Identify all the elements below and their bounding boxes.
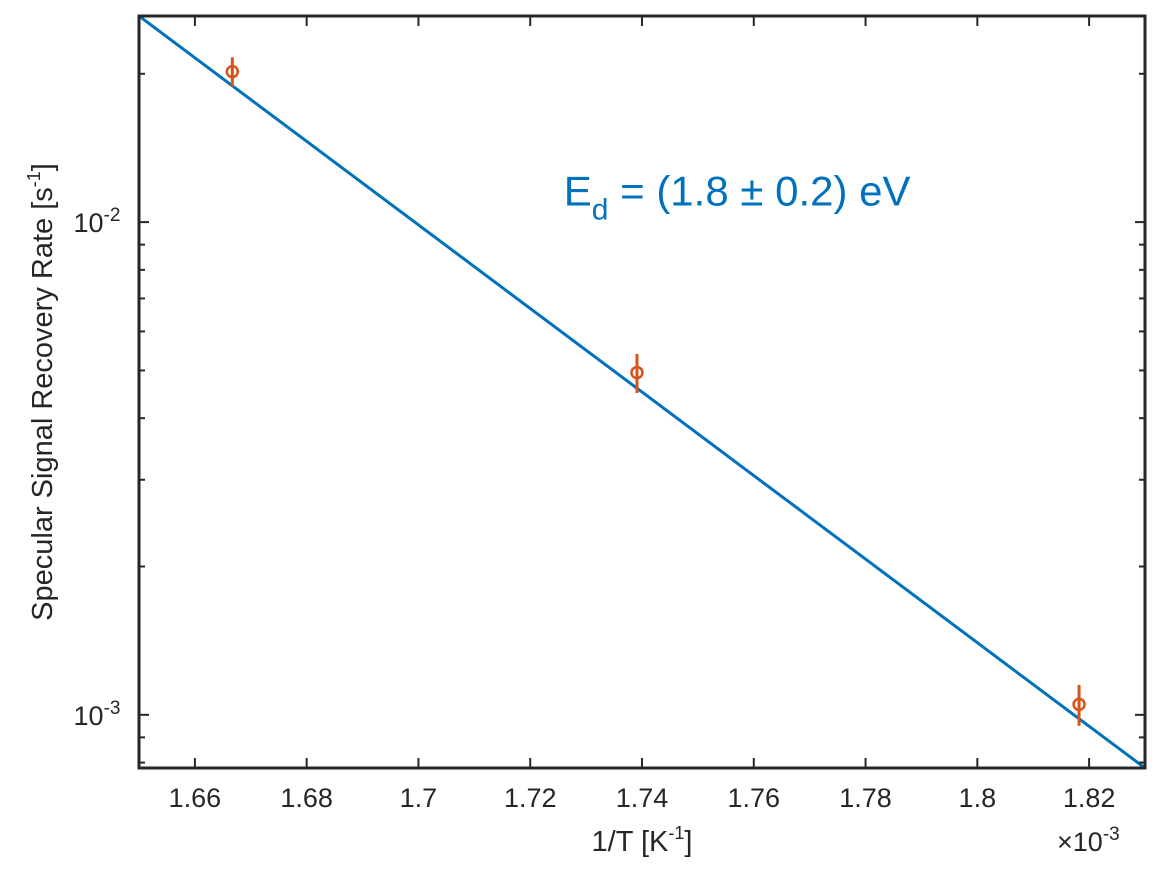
data-point bbox=[630, 365, 644, 380]
x-tick-label: 1.76 bbox=[727, 783, 780, 813]
x-tick-label: 1.68 bbox=[280, 783, 333, 813]
tick-labels: 1.66 1.68 1.7 1.72 1.74 1.76 1.78 1.8 1.82 10-3 10… bbox=[74, 205, 1116, 813]
axis-ticks bbox=[139, 16, 1145, 768]
x-axis-multiplier: ×10-3 bbox=[1057, 824, 1120, 857]
activation-energy-annotation: Ed = (1.8 ± 0.2) eV bbox=[564, 168, 911, 227]
data-point bbox=[1072, 697, 1086, 712]
x-tick-label: 1.7 bbox=[400, 783, 438, 813]
x-tick-label: 1.74 bbox=[616, 783, 669, 813]
x-tick-label: 1.8 bbox=[959, 783, 997, 813]
y-axis-label: Specular Signal Recovery Rate [s-1] bbox=[24, 163, 59, 621]
plot-content bbox=[139, 16, 1145, 768]
x-tick-label: 1.78 bbox=[839, 783, 892, 813]
x-tick-label: 1.66 bbox=[169, 783, 222, 813]
data-point bbox=[225, 64, 240, 79]
y-tick-label: 10-3 bbox=[74, 698, 121, 731]
y-tick-label: 10-2 bbox=[74, 205, 121, 238]
fit-line bbox=[139, 16, 1145, 768]
x-tick-label: 1.82 bbox=[1063, 783, 1116, 813]
x-tick-label: 1.72 bbox=[504, 783, 557, 813]
x-axis-label: 1/T [K-1] bbox=[592, 823, 693, 858]
